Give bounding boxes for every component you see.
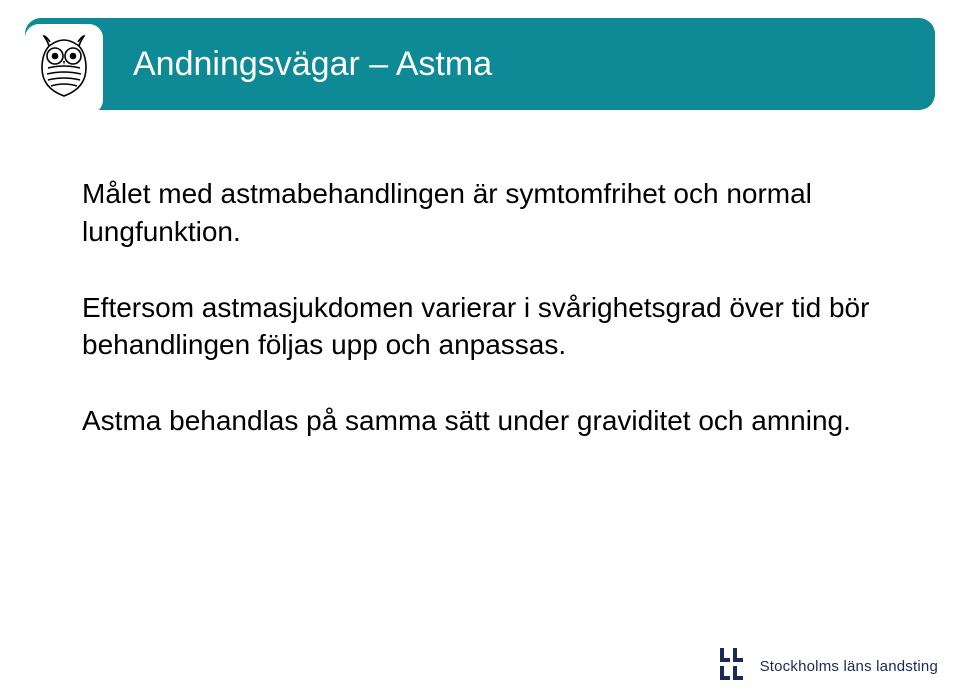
body-paragraph: Målet med astmabehandlingen är symtomfri…: [82, 175, 878, 251]
body-paragraph: Eftersom astmasjukdomen varierar i svåri…: [82, 289, 878, 365]
footer-logo: Stockholms läns landsting: [718, 648, 938, 685]
sll-logo-icon: [718, 648, 752, 685]
slide-body: Målet med astmabehandlingen är symtomfri…: [82, 175, 878, 478]
owl-icon: [36, 34, 92, 105]
owl-badge: [25, 24, 103, 114]
footer-org-name: Stockholms läns landsting: [760, 658, 938, 675]
body-paragraph: Astma behandlas på samma sätt under grav…: [82, 402, 878, 440]
slide-title: Andningsvägar – Astma: [133, 45, 492, 84]
slide-header: Andningsvägar – Astma: [25, 18, 935, 110]
